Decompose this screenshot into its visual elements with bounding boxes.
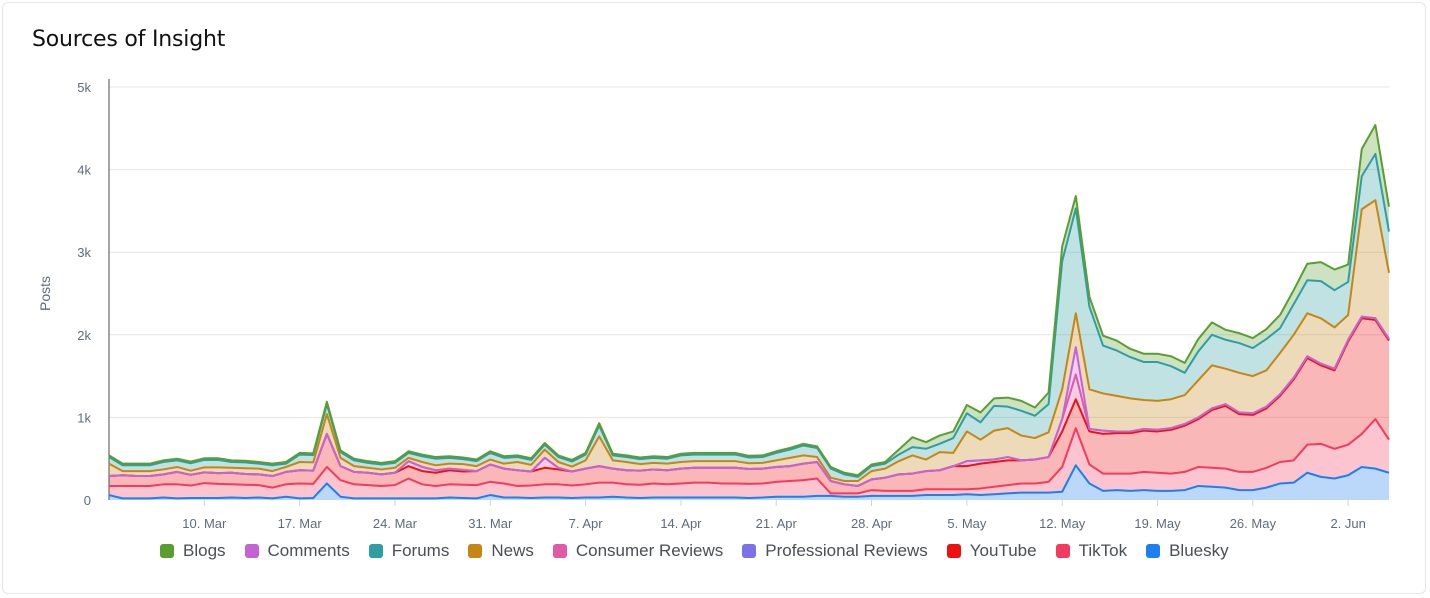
area-bluesky (109, 465, 1389, 500)
line-news (108, 199, 1390, 482)
legend-swatch (368, 544, 383, 558)
chart-title: Sources of Insight (32, 27, 226, 52)
y-axis-title: Posts (37, 276, 53, 311)
chart-legend: Blogs Comments Forums News Consumer Reviews P… (160, 541, 1248, 561)
x-tick-label: 2. Jun (1330, 516, 1365, 531)
legend-item-news[interactable]: News (468, 541, 534, 561)
line-bluesky (108, 464, 1390, 500)
line-tiktok (109, 418, 1390, 495)
legend-label: Forums (391, 541, 450, 560)
y-tick-label: 1k (77, 410, 91, 425)
x-tick-label: 10. Mar (182, 516, 227, 531)
legend-item-forums[interactable]: Forums (368, 541, 450, 561)
legend-swatch (742, 544, 757, 558)
legend-label: Consumer Reviews (575, 541, 724, 560)
legend-label: Professional Reviews (765, 541, 928, 560)
x-tick-label: 28. Apr (851, 516, 893, 531)
x-tick-label: 17. Mar (278, 516, 323, 531)
legend-label: YouTube (969, 541, 1037, 560)
y-tick-label: 5k (77, 80, 91, 95)
x-tick-label: 24. Mar (373, 516, 418, 531)
legend-label: News (491, 541, 534, 560)
x-tick-label: 5. May (947, 516, 987, 531)
legend-swatch (244, 544, 259, 558)
legend-swatch (1146, 544, 1161, 558)
legend-label: Blogs (183, 541, 226, 560)
y-tick-label: 3k (77, 245, 91, 260)
legend-item-bluesky[interactable]: Bluesky (1146, 541, 1229, 561)
legend-swatch (468, 544, 483, 558)
area-youtube (109, 318, 1389, 494)
x-tick-label: 7. Apr (569, 516, 604, 531)
legend-item-professional-reviews[interactable]: Professional Reviews (742, 541, 928, 561)
legend-item-blogs[interactable]: Blogs (160, 541, 226, 561)
y-tick-label: 2k (77, 328, 91, 343)
x-tick-label: 31. Mar (468, 516, 513, 531)
area-layers (108, 124, 1390, 500)
legend-swatch (1055, 544, 1070, 558)
y-tick-label: 0 (84, 493, 91, 508)
line-comments (108, 315, 1390, 487)
legend-item-comments[interactable]: Comments (244, 541, 350, 561)
legend-item-youtube[interactable]: YouTube (946, 541, 1037, 561)
x-tick-label: 12. May (1039, 516, 1086, 531)
legend-swatch (552, 544, 567, 558)
legend-swatch (946, 544, 961, 558)
legend-swatch (160, 544, 174, 558)
x-tick-label: 14. Apr (660, 516, 702, 531)
line-blogs (108, 124, 1390, 477)
legend-item-tiktok[interactable]: TikTok (1055, 541, 1128, 561)
y-tick-label: 4k (77, 163, 91, 178)
x-tick-label: 19. May (1134, 516, 1181, 531)
legend-label: Comments (267, 541, 350, 560)
legend-item-consumer-reviews[interactable]: Consumer Reviews (552, 541, 724, 561)
x-tick-label: 21. Apr (756, 516, 798, 531)
legend-label: TikTok (1078, 541, 1128, 560)
legend-label: Bluesky (1169, 541, 1229, 560)
x-tick-label: 26. May (1230, 516, 1277, 531)
